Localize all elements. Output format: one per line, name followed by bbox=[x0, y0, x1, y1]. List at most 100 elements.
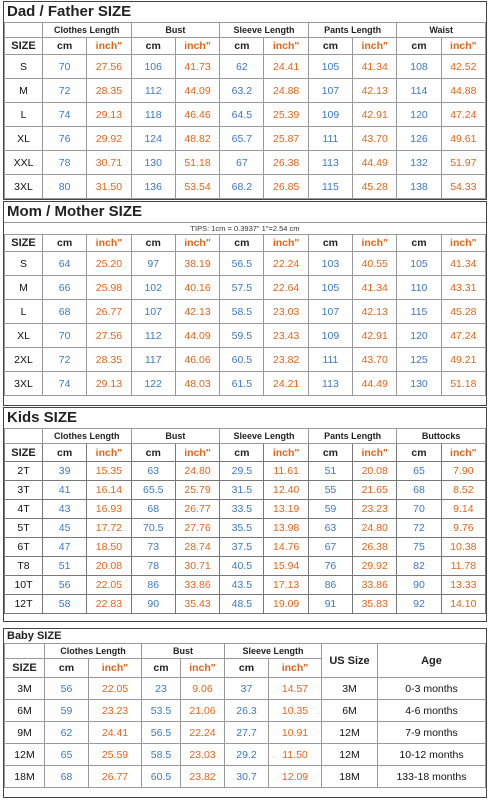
group-header: Clothes Length bbox=[42, 22, 132, 38]
group-header: Sleeve Length bbox=[219, 22, 309, 38]
inch-value-cell: 43.31 bbox=[440, 275, 487, 300]
inch-value-cell: 41.73 bbox=[174, 54, 221, 79]
cm-value-cell: 103 bbox=[307, 251, 354, 276]
inch-header: inch" bbox=[263, 443, 309, 462]
inch-value-cell: 25.39 bbox=[263, 102, 309, 127]
inch-value-cell: 9.76 bbox=[440, 518, 487, 538]
size-cell: 3XL bbox=[4, 371, 43, 396]
inch-value-cell: 42.13 bbox=[174, 299, 221, 324]
cm-header: cm bbox=[41, 37, 88, 55]
cm-value-cell: 60.5 bbox=[141, 765, 181, 788]
cm-value-cell: 58.5 bbox=[219, 299, 265, 324]
inch-value-cell: 10.38 bbox=[440, 537, 487, 557]
inch-value-cell: 53.54 bbox=[174, 174, 221, 199]
table-row: 10T 56 22.05 86 33.86 43.5 17.13 86 33.86 90 13.33 bbox=[4, 575, 487, 595]
group-header: Pants Length bbox=[307, 428, 398, 444]
cm-header: cm bbox=[130, 37, 176, 55]
cm-value-cell: 70 bbox=[396, 499, 442, 519]
cm-value-cell: 115 bbox=[396, 299, 442, 324]
cm-value-cell: 41 bbox=[41, 480, 88, 500]
inch-value-cell: 9.14 bbox=[440, 499, 487, 519]
inch-value-cell: 10.91 bbox=[268, 721, 322, 744]
cm-value-cell: 124 bbox=[130, 126, 176, 151]
inch-value-cell: 40.55 bbox=[352, 251, 398, 276]
cm-value-cell: 105 bbox=[307, 54, 354, 79]
inch-header: inch" bbox=[263, 234, 309, 252]
inch-value-cell: 24.88 bbox=[263, 78, 309, 103]
inch-value-cell: 29.92 bbox=[86, 126, 132, 151]
cm-value-cell: 113 bbox=[307, 371, 354, 396]
cm-value-cell: 120 bbox=[396, 102, 442, 127]
group-header: Pants Length bbox=[307, 22, 398, 38]
table-row: XL 70 27.56 112 44.09 59.5 23.43 109 42.91 120 47.… bbox=[4, 323, 487, 348]
inch-value-cell: 46.46 bbox=[174, 102, 221, 127]
cm-value-cell: 62 bbox=[219, 54, 265, 79]
cm-value-cell: 51 bbox=[41, 556, 88, 576]
inch-value-cell: 45.28 bbox=[440, 299, 487, 324]
cm-value-cell: 27.7 bbox=[224, 721, 269, 744]
table-row: T8 51 20.08 78 30.71 40.5 15.94 76 29.92 82 11.78 bbox=[4, 556, 487, 576]
baby-size-section: Baby SIZE Clothes Length Bust Sleeve Len… bbox=[3, 628, 487, 798]
cm-value-cell: 43 bbox=[41, 499, 88, 519]
inch-value-cell: 47.24 bbox=[440, 102, 487, 127]
inch-value-cell: 22.05 bbox=[88, 677, 142, 700]
inch-value-cell: 9.06 bbox=[180, 677, 225, 700]
inch-value-cell: 29.92 bbox=[352, 556, 398, 576]
cm-value-cell: 105 bbox=[307, 275, 354, 300]
inch-value-cell: 42.52 bbox=[440, 54, 487, 79]
inch-value-cell: 44.49 bbox=[352, 371, 398, 396]
us-size-cell: 3M bbox=[321, 677, 378, 700]
inch-value-cell: 41.34 bbox=[352, 275, 398, 300]
group-header: Sleeve Length bbox=[219, 428, 309, 444]
us-size-cell: 12M bbox=[321, 743, 378, 766]
cm-value-cell: 72 bbox=[41, 347, 88, 372]
inch-value-cell: 22.64 bbox=[263, 275, 309, 300]
cm-value-cell: 68 bbox=[130, 499, 176, 519]
cm-value-cell: 58.5 bbox=[141, 743, 181, 766]
table-row: 2T 39 15.35 63 24.80 29.5 11.61 51 20.08 65 7.90 bbox=[4, 461, 487, 481]
inch-value-cell: 51.18 bbox=[174, 150, 221, 175]
cm-value-cell: 55 bbox=[307, 480, 354, 500]
cm-value-cell: 80 bbox=[41, 174, 88, 199]
table-row: 3M 56 22.05 23 9.06 37 14.57 3M 0-3 months bbox=[4, 677, 486, 700]
inch-header: inch" bbox=[86, 443, 132, 462]
size-cell: 5T bbox=[4, 518, 43, 538]
inch-value-cell: 23.23 bbox=[88, 699, 142, 722]
cm-header: cm bbox=[130, 443, 176, 462]
inch-value-cell: 26.85 bbox=[263, 174, 309, 199]
cm-value-cell: 68 bbox=[41, 299, 88, 324]
us-size-cell: 18M bbox=[321, 765, 378, 788]
inch-value-cell: 10.35 bbox=[268, 699, 322, 722]
inch-value-cell: 14.10 bbox=[440, 594, 487, 614]
inch-value-cell: 20.08 bbox=[352, 461, 398, 481]
kids-size-table: Clothes Length Bust Sleeve Length Pants … bbox=[4, 428, 487, 614]
kids-group-header: Clothes Length Bust Sleeve Length Pants … bbox=[4, 428, 486, 444]
size-cell: XL bbox=[4, 323, 43, 348]
cm-value-cell: 125 bbox=[396, 347, 442, 372]
cm-value-cell: 68 bbox=[44, 765, 89, 788]
cm-value-cell: 120 bbox=[396, 323, 442, 348]
cm-value-cell: 136 bbox=[130, 174, 176, 199]
cm-value-cell: 92 bbox=[396, 594, 442, 614]
inch-header: inch" bbox=[174, 234, 221, 252]
cm-value-cell: 31.5 bbox=[219, 480, 265, 500]
cm-value-cell: 56 bbox=[41, 575, 88, 595]
inch-value-cell: 40.16 bbox=[174, 275, 221, 300]
cm-value-cell: 56.5 bbox=[219, 251, 265, 276]
inch-header: inch" bbox=[440, 443, 487, 462]
cm-value-cell: 111 bbox=[307, 126, 354, 151]
inch-value-cell: 45.28 bbox=[352, 174, 398, 199]
cm-value-cell: 82 bbox=[396, 556, 442, 576]
blank-header-cell bbox=[4, 643, 45, 659]
baby-size-title: Baby SIZE bbox=[7, 630, 62, 642]
inch-value-cell: 22.24 bbox=[263, 251, 309, 276]
dad-size-section: Dad / Father SIZE Clothes Length Bust Sl… bbox=[3, 1, 487, 200]
inch-value-cell: 26.77 bbox=[174, 499, 221, 519]
size-cell: L bbox=[4, 299, 43, 324]
age-cell: 4-6 months bbox=[377, 699, 486, 722]
cm-value-cell: 47 bbox=[41, 537, 88, 557]
cm-value-cell: 70.5 bbox=[130, 518, 176, 538]
cm-value-cell: 78 bbox=[130, 556, 176, 576]
size-cell: 6T bbox=[4, 537, 43, 557]
cm-value-cell: 29.5 bbox=[219, 461, 265, 481]
